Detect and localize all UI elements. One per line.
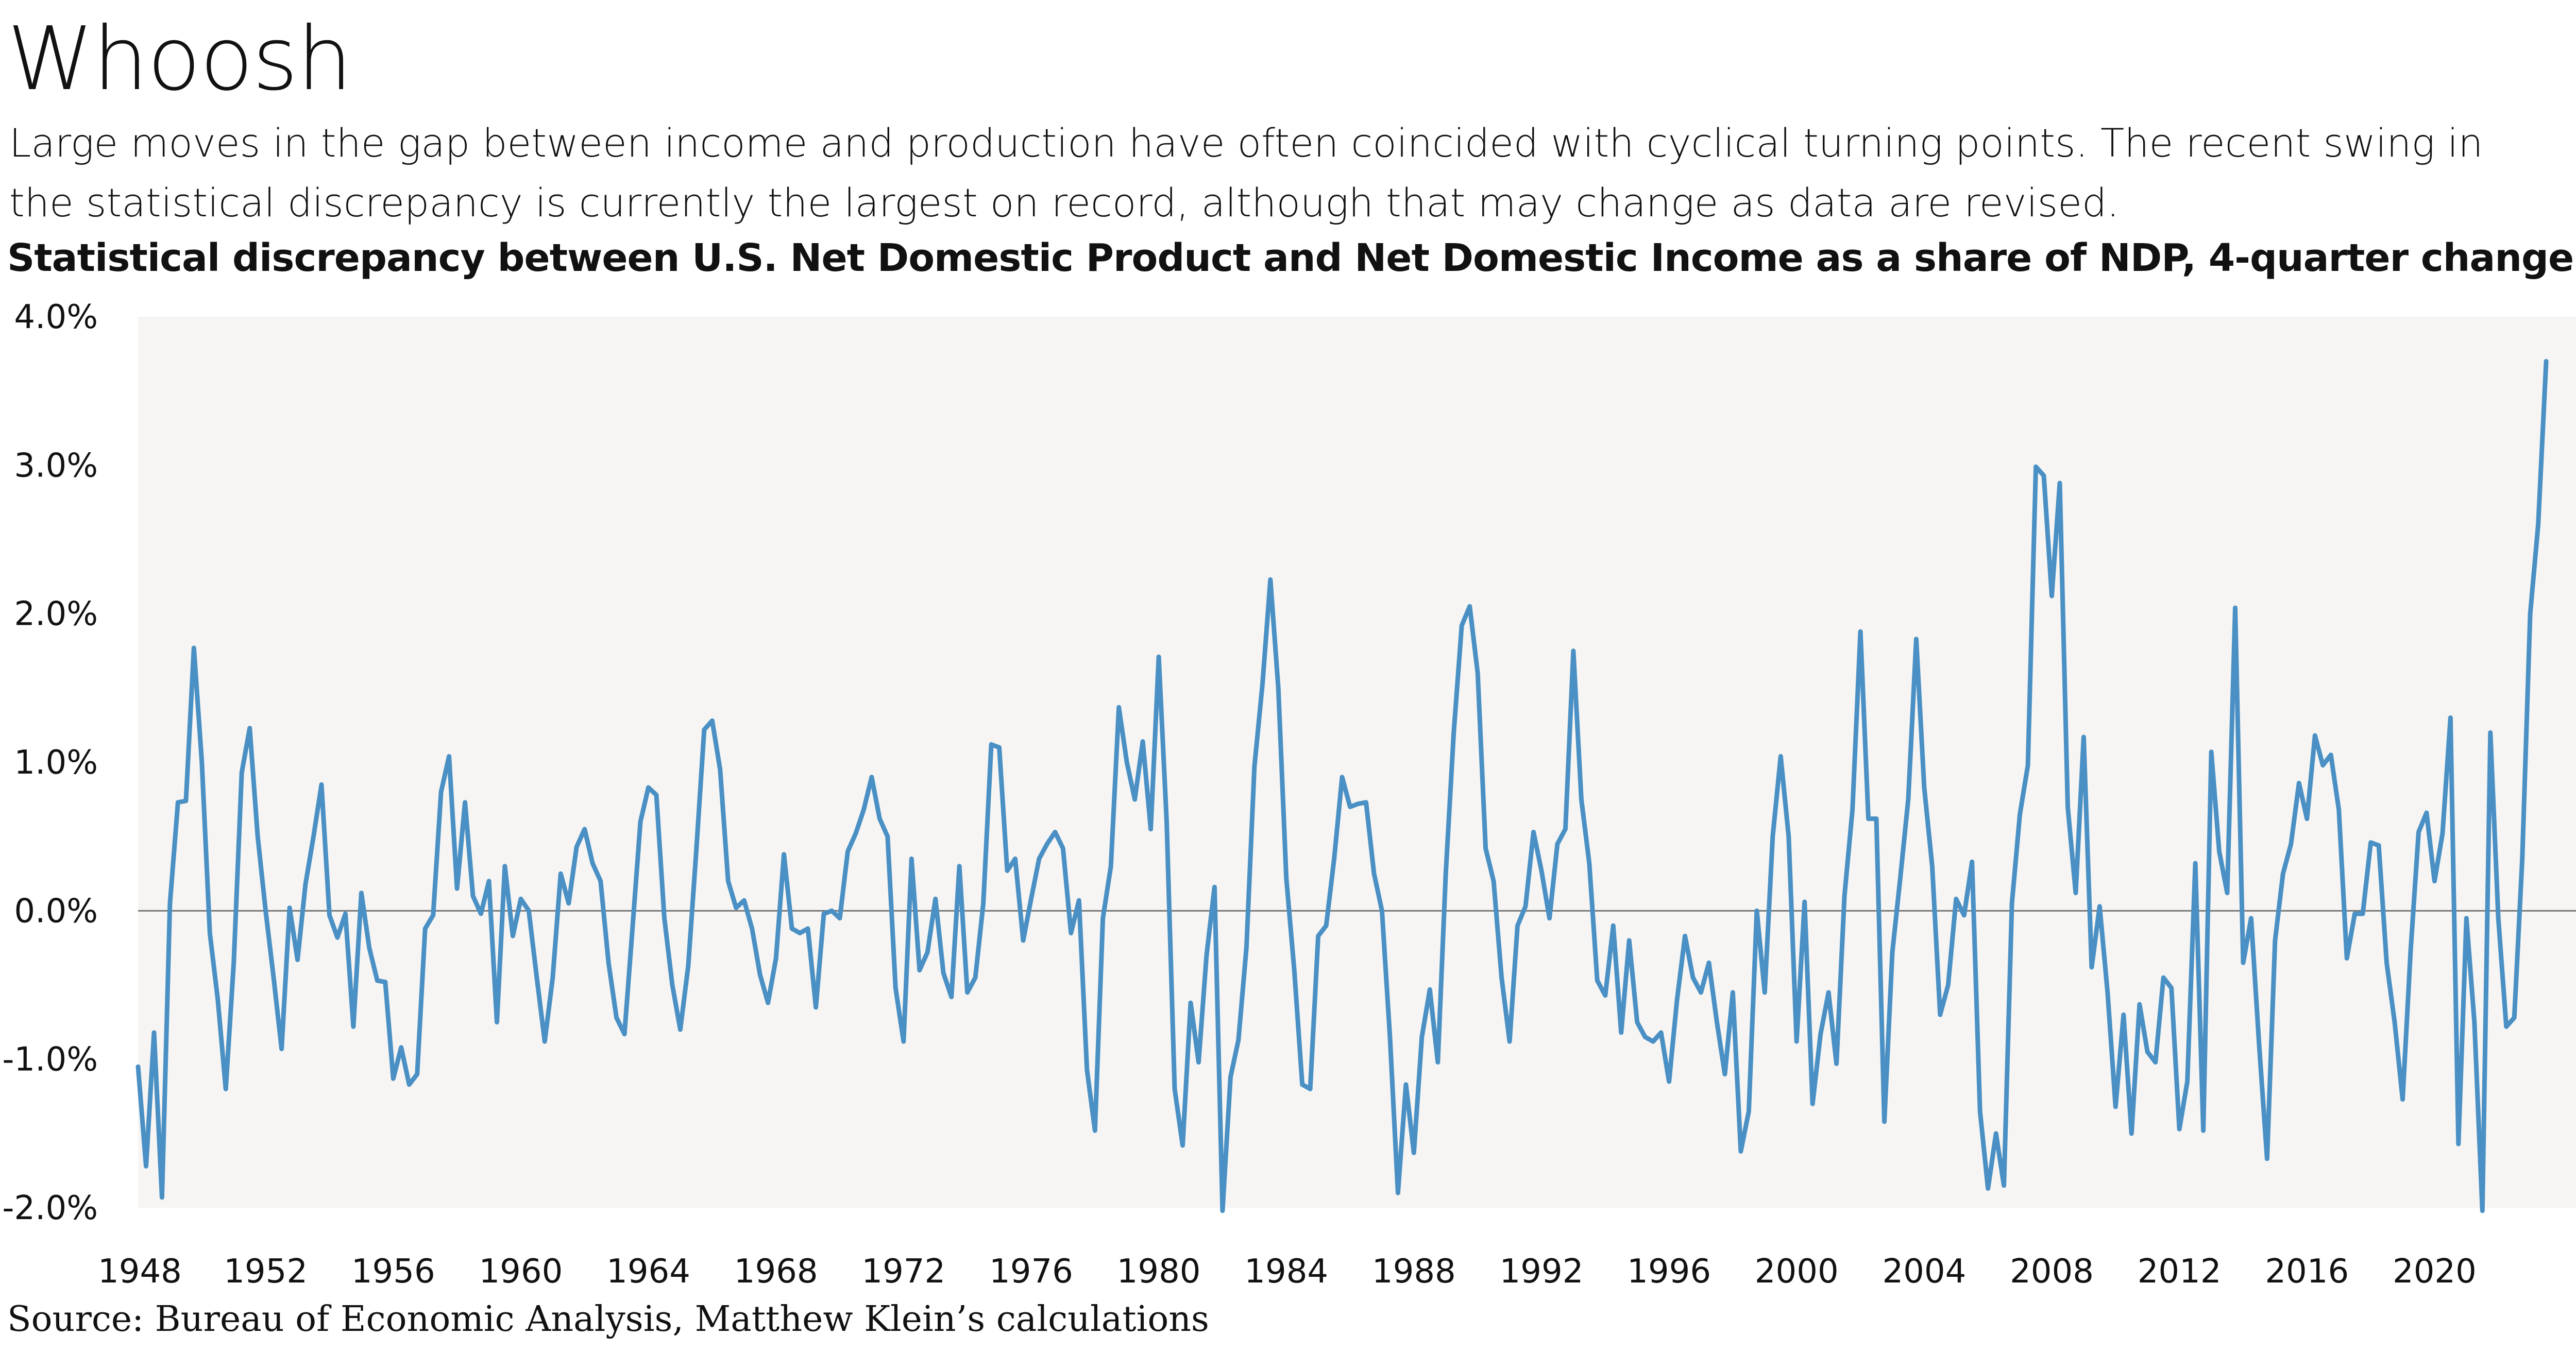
x-tick-label: 1988 bbox=[1372, 1253, 1456, 1288]
subtitle: Large moves in the gap between income an… bbox=[9, 120, 2483, 226]
source-note: Source: Bureau of Economic Analysis, Mat… bbox=[7, 1299, 1209, 1340]
x-tick-label: 2008 bbox=[2010, 1253, 2094, 1288]
y-tick-label: 4.0% bbox=[14, 298, 98, 336]
x-tick-label: 2020 bbox=[2393, 1253, 2477, 1288]
line-chart: -2.0%-1.0%0.0%1.0%2.0%3.0%4.0% 1948 1952 1… bbox=[2, 298, 2576, 1288]
y-tick-label: 0.0% bbox=[14, 892, 98, 930]
x-tick-label: 1948 bbox=[98, 1253, 182, 1288]
page-title: Whoosh bbox=[7, 8, 352, 110]
y-axis: -2.0% -1.0% 0.0% 1.0% 2.0% 3.0% 4.0% bbox=[2, 298, 98, 1227]
x-tick-label: 2016 bbox=[2265, 1253, 2349, 1288]
y-tick-label: 3.0% bbox=[14, 447, 98, 485]
plot-area bbox=[138, 317, 2576, 1208]
y-tick-label: 2.0% bbox=[14, 595, 98, 634]
chart-title: Statistical discrepancy between U.S. Net… bbox=[7, 236, 2574, 280]
x-tick-label: 1964 bbox=[606, 1253, 690, 1288]
y-tick-label: -1.0% bbox=[2, 1041, 98, 1079]
x-axis: 1948 1952 1956 1960 1964 1968 1972 1976 1980 1984… bbox=[98, 1253, 2477, 1288]
x-tick-label: 1976 bbox=[989, 1253, 1073, 1288]
x-tick-label: 1952 bbox=[224, 1253, 308, 1288]
x-tick-label: 1984 bbox=[1244, 1253, 1328, 1288]
series-line bbox=[135, 359, 2549, 1213]
x-tick-label: 1972 bbox=[861, 1253, 945, 1288]
x-tick-label: 1968 bbox=[734, 1253, 818, 1288]
x-tick-label: 1996 bbox=[1627, 1253, 1711, 1288]
x-tick-label: 2000 bbox=[1755, 1253, 1839, 1288]
y-tick-label: 1.0% bbox=[14, 744, 98, 782]
x-tick-label: 2012 bbox=[2138, 1253, 2222, 1288]
x-tick-label: 1992 bbox=[1500, 1253, 1584, 1288]
x-tick-label: 1980 bbox=[1117, 1253, 1201, 1288]
x-tick-label: 1960 bbox=[479, 1253, 563, 1288]
x-tick-label: 1956 bbox=[351, 1253, 435, 1288]
y-tick-label: -2.0% bbox=[2, 1189, 98, 1227]
x-tick-label: 2004 bbox=[1882, 1253, 1966, 1288]
